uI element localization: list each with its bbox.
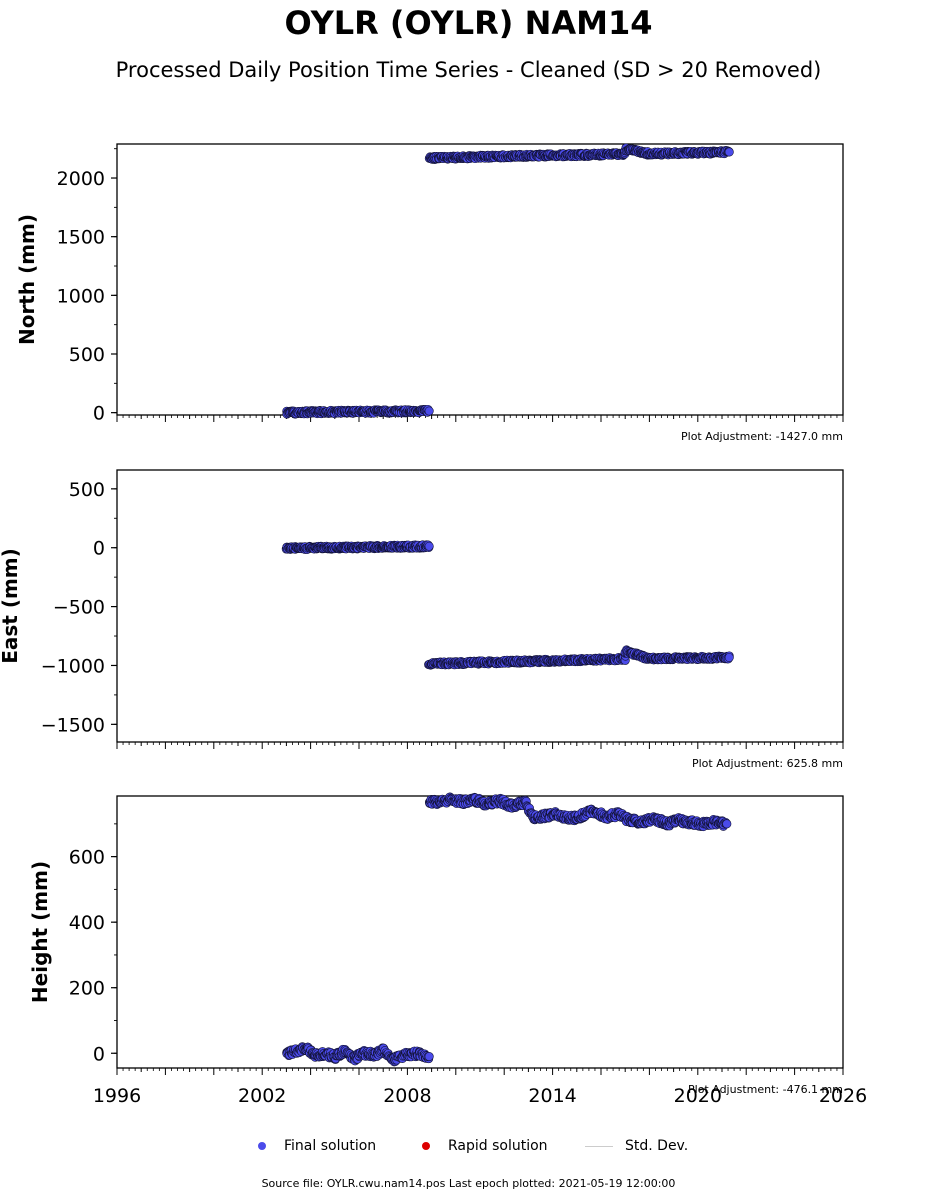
final-solution-icon [258,1142,266,1150]
panel-0-ytick-label: 2000 [57,168,105,190]
legend-rapid-label: Rapid solution [448,1138,548,1154]
panel-2-ytick-label: 200 [69,978,105,1000]
panel-1-ytick-label: −1500 [41,714,105,736]
legend-final: Final solution [258,1138,376,1154]
panel-1-ylabel: East (mm) [0,548,22,664]
panel-2-series-1-point [722,819,732,829]
panel-1-adjustment: Plot Adjustment: 625.8 mm [692,757,843,770]
panel-1-ytick-label: 0 [93,538,105,560]
legend: Final solution Rapid solution Std. Dev. [0,1138,937,1158]
panel-0-ylabel: North (mm) [15,214,39,345]
panel-2-ylabel: Height (mm) [28,861,52,1003]
panel-2-xtick-label: 2026 [819,1085,867,1107]
panel-2-ytick-label: 400 [69,912,105,934]
panel-2-xtick-label: 2002 [238,1085,286,1107]
panel-0-adjustment: Plot Adjustment: -1427.0 mm [681,430,843,443]
page-subtitle: Processed Daily Position Time Series - C… [115,58,822,82]
panel-2-ytick-label: 0 [93,1043,105,1065]
panel-2-xtick-label: 2020 [674,1085,722,1107]
rapid-solution-icon [422,1142,430,1150]
panel-2-ytick-label: 600 [69,847,105,869]
legend-stddev-label: Std. Dev. [625,1138,689,1154]
panel-1-ytick-label: −500 [53,597,105,619]
panel-2-xtick-label: 2008 [383,1085,431,1107]
panel-1-series-0-point [424,541,434,551]
panel-1-series-1-point [724,652,734,662]
legend-stddev: Std. Dev. [585,1138,688,1154]
panel-0-ytick-label: 1500 [57,227,105,249]
panel-2-xtick-label: 1996 [93,1085,141,1107]
panel-1-frame [116,469,844,743]
source-footer: Source file: OYLR.cwu.nam14.pos Last epo… [261,1177,676,1190]
page-title: OYLR (OYLR) NAM14 [284,4,653,42]
stddev-line-icon [585,1145,613,1147]
panel-0-ytick-label: 1000 [57,285,105,307]
panel-1-ytick-label: −1000 [41,655,105,677]
panel-2-series-0-point [424,1052,434,1062]
legend-final-label: Final solution [284,1138,377,1154]
panel-2-xtick-label: 2014 [528,1085,576,1107]
panel-0-ytick-label: 500 [69,344,105,366]
legend-rapid: Rapid solution [422,1138,548,1154]
panel-1-ytick-label: 500 [69,479,105,501]
panel-0-frame [116,143,844,416]
panel-0-ytick-label: 0 [93,403,105,425]
panel-0-series-1-point [724,147,734,157]
panel-0-series-0-point [424,406,434,416]
panel-2-frame [116,795,844,1069]
